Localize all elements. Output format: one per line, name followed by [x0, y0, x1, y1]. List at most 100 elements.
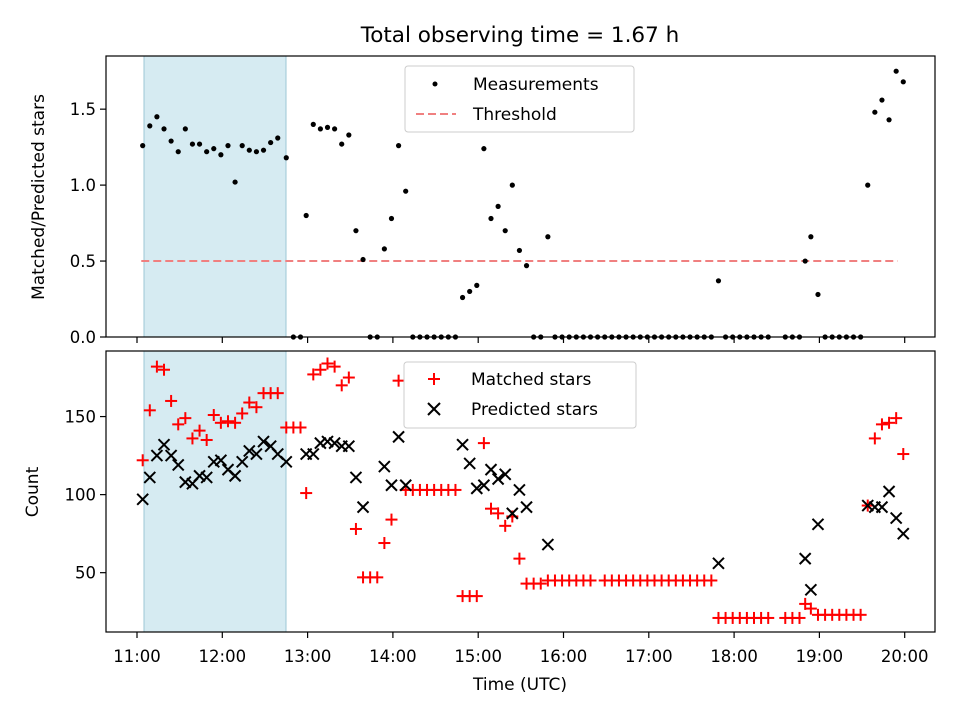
predicted-stars-point [349, 471, 363, 484]
measurement-point [808, 234, 814, 240]
predicted-stars-point [456, 438, 469, 451]
measurement-point [481, 146, 487, 152]
predicted-stars-point [484, 463, 498, 476]
matched-stars-point [165, 394, 178, 407]
measurement-point [495, 203, 501, 209]
predicted-stars-point [228, 469, 242, 483]
matched-stars-point [492, 507, 505, 520]
matched-stars-series [136, 357, 910, 624]
y-tick-label: 1.5 [70, 100, 96, 119]
measurement-point [353, 228, 359, 234]
matched-stars-point [897, 448, 910, 461]
measurement-point [900, 79, 906, 85]
predicted-stars-point [399, 479, 412, 492]
matched-stars-point [804, 602, 817, 615]
x-tick-label: 14:00 [369, 647, 417, 666]
measurement-point [332, 126, 338, 132]
matched-stars-point [307, 368, 320, 381]
x-tick-label: 17:00 [625, 647, 673, 666]
legend-predicted-marker [427, 402, 441, 416]
x-tick-label: 15:00 [454, 647, 502, 666]
measurement-point [516, 247, 523, 254]
predicted-stars-point [235, 455, 249, 469]
measurement-point [381, 246, 387, 252]
measurement-point [324, 124, 331, 130]
measurement-point [147, 123, 153, 129]
matched-stars-point [875, 418, 888, 431]
measurement-point [175, 149, 181, 155]
measurement-point [317, 126, 323, 132]
measurement-point [161, 126, 167, 132]
predicted-stars-point [157, 438, 171, 451]
matched-stars-point [705, 574, 718, 587]
measurement-point [196, 141, 203, 147]
x-tick-label: 11:00 [113, 647, 161, 666]
y-tick-label: 100 [65, 486, 97, 505]
matched-stars-point [584, 574, 597, 587]
matched-stars-point [221, 415, 234, 428]
measurement-point [509, 182, 515, 188]
measurement-point [459, 294, 466, 301]
y-tick-label: 0.0 [70, 328, 96, 347]
matched-stars-point [271, 387, 284, 400]
predicted-stars-point [499, 468, 512, 481]
y-tick-label: 1.0 [70, 176, 96, 195]
predicted-stars-point [712, 557, 725, 570]
measurement-point [893, 68, 899, 74]
x-axis-label: Time (UTC) [472, 675, 567, 695]
matched-stars-point [250, 401, 263, 414]
predicted-stars-point [356, 500, 370, 514]
matched-stars-point [335, 379, 348, 392]
measurement-point [189, 141, 196, 147]
matched-stars-point [328, 360, 341, 373]
measurement-point [488, 215, 494, 222]
top-plot-frame [105, 55, 936, 338]
legend-threshold-label: Threshold [472, 105, 557, 125]
measurement-point [886, 117, 892, 123]
predicted-stars-point [506, 507, 519, 520]
top-legend-box [404, 65, 635, 133]
matched-stars-point [513, 552, 526, 565]
measurement-point [545, 234, 551, 240]
measurement-point [395, 143, 402, 149]
bottom-highlight-span [143, 350, 287, 633]
predicted-stars-point [307, 447, 320, 461]
matched-stars-point [214, 416, 227, 429]
predicted-stars-point [136, 493, 149, 506]
legend-predicted-label: Predicted stars [471, 400, 598, 420]
legend-matched-label: Matched stars [471, 370, 591, 390]
measurement-point [403, 188, 409, 194]
legend-matched-marker [428, 373, 440, 385]
y-tick-label: 150 [65, 408, 97, 427]
predicted-stars-point [470, 482, 483, 495]
measurement-point [802, 258, 808, 264]
predicted-stars-point [250, 447, 263, 461]
bottom-legend[interactable]: Matched stars Predicted stars [403, 361, 637, 429]
measurement-point [260, 147, 267, 153]
matched-stars-point [294, 421, 307, 434]
predicted-stars-point [477, 479, 491, 492]
bottom-y-axis-label: Count [23, 466, 43, 517]
matched-stars-point [890, 412, 903, 425]
predicted-stars-point [378, 460, 391, 473]
matched-stars-point [150, 360, 163, 373]
predicted-stars-series [136, 430, 910, 597]
matched-stars-point [236, 407, 249, 420]
predicted-stars-point [392, 430, 405, 444]
measurement-point [182, 126, 188, 132]
bottom-panel: 50 100 150 11:00 12:00 13:00 14:00 15:00 16:00 17… [23, 350, 936, 666]
matched-stars-point [200, 433, 213, 446]
y-tick-label: 0.5 [70, 252, 96, 271]
y-tick-label: 50 [75, 564, 96, 583]
matched-stars-point [793, 611, 806, 624]
measurement-point [339, 141, 345, 147]
x-tick-label: 19:00 [796, 647, 844, 666]
top-legend[interactable]: Measurements Threshold [404, 65, 635, 133]
matched-stars-point [762, 611, 775, 624]
predicted-stars-point [491, 472, 505, 486]
x-tick-label: 18:00 [710, 647, 758, 666]
predicted-stars-point [804, 583, 818, 597]
predicted-stars-point [798, 552, 812, 565]
measurement-point [467, 288, 473, 295]
